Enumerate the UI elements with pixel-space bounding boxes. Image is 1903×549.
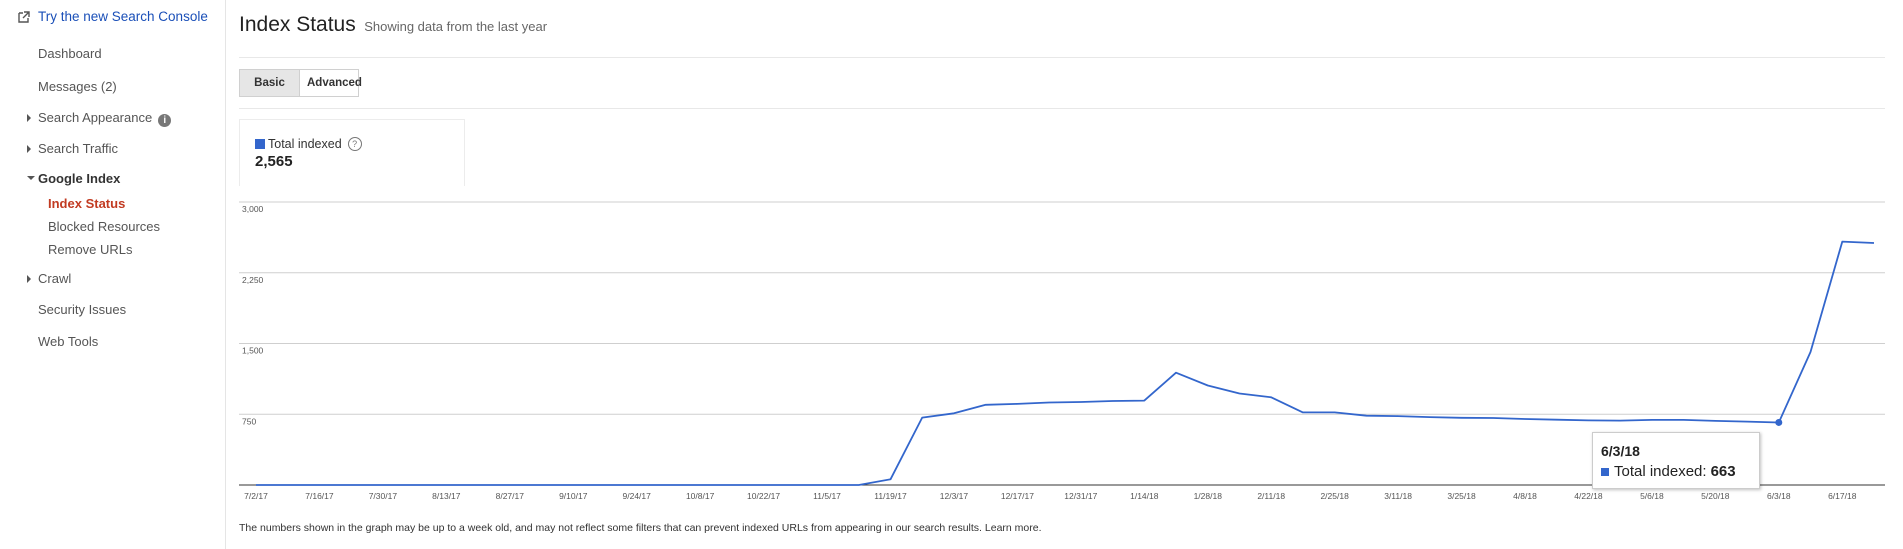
- x-tick-label: 4/22/18: [1574, 491, 1603, 500]
- stat-label-text: Total indexed: [268, 137, 342, 151]
- divider: [239, 57, 1885, 58]
- x-tick-label: 8/13/17: [432, 491, 461, 500]
- tooltip-row: Total indexed: 663: [1601, 463, 1736, 480]
- try-new-console-link[interactable]: Try the new Search Console: [18, 9, 208, 24]
- tab-basic[interactable]: Basic: [239, 69, 299, 97]
- series-line: [256, 240, 1875, 486]
- sidebar-item-search-traffic[interactable]: Search Traffic: [38, 141, 118, 156]
- chart-tooltip: 6/3/18 Total indexed: 663: [1592, 432, 1760, 489]
- sidebar: Try the new Search Console Dashboard Mes…: [0, 0, 226, 549]
- x-tick-label: 3/25/18: [1447, 491, 1476, 500]
- try-link-label[interactable]: Try the new Search Console: [38, 9, 208, 24]
- sidebar-item-dashboard[interactable]: Dashboard: [38, 46, 102, 61]
- x-tick-label: 7/2/17: [244, 491, 268, 500]
- sidebar-item-crawl[interactable]: Crawl: [38, 271, 72, 286]
- index-status-chart[interactable]: 3,000 2,250 1,500 750 7/2/17 7/16/17 7/30/17 8/…: [226, 190, 1903, 500]
- x-tick-label: 12/31/17: [1064, 491, 1097, 500]
- page-title: Index Status: [239, 13, 356, 36]
- main-content: Index Status Showing data from the last …: [226, 0, 1903, 549]
- caret-right-icon[interactable]: [27, 145, 31, 153]
- x-tick-label: 8/27/17: [496, 491, 525, 500]
- page-header: Index Status Showing data from the last …: [239, 13, 547, 37]
- x-tick-label: 9/10/17: [559, 491, 588, 500]
- x-tick-label: 7/30/17: [369, 491, 398, 500]
- highlight-point: [1775, 418, 1783, 426]
- tooltip-swatch: [1601, 467, 1609, 476]
- caret-right-icon[interactable]: [27, 114, 31, 122]
- x-tick-label: 6/17/18: [1828, 491, 1857, 500]
- x-tick-label: 10/8/17: [686, 491, 715, 500]
- stat-box: Total indexed ? 2,565: [239, 119, 465, 186]
- sidebar-item-label[interactable]: Search Appearance: [38, 110, 153, 125]
- help-icon[interactable]: ?: [347, 137, 362, 151]
- sidebar-item-google-index[interactable]: Google Index: [38, 171, 121, 186]
- y-tick-label: 750: [242, 416, 256, 426]
- x-tick-label: 5/6/18: [1640, 491, 1664, 500]
- caret-right-icon[interactable]: [27, 275, 31, 283]
- x-tick-label: 11/5/17: [813, 491, 841, 500]
- x-tick-label: 3/11/18: [1384, 491, 1412, 500]
- sidebar-item-search-appearance[interactable]: Search Appearance i: [38, 110, 172, 127]
- x-tick-label: 7/16/17: [305, 491, 334, 500]
- x-tick-label: 1/14/18: [1130, 491, 1159, 500]
- x-tick-label: 12/17/17: [1001, 491, 1034, 500]
- x-tick-label: 4/8/18: [1513, 491, 1537, 500]
- sidebar-item-web-tools[interactable]: Web Tools: [38, 334, 99, 349]
- x-tick-label: 10/22/17: [747, 491, 780, 500]
- external-link-icon: [18, 10, 30, 23]
- sidebar-item-messages[interactable]: Messages (2): [38, 79, 117, 94]
- y-tick-label: 3,000: [242, 204, 264, 214]
- info-icon[interactable]: i: [158, 114, 172, 127]
- tooltip-date: 6/3/18: [1601, 443, 1640, 459]
- divider: [239, 108, 1885, 109]
- legend-swatch: [255, 139, 265, 149]
- x-tick-label: 6/3/18: [1767, 491, 1791, 500]
- stat-label: Total indexed ?: [255, 137, 362, 151]
- stat-value: 2,565: [255, 153, 293, 170]
- tooltip-label: Total indexed:: [1614, 463, 1707, 480]
- x-tick-label: 1/28/18: [1194, 491, 1223, 500]
- sidebar-subitem-remove-urls[interactable]: Remove URLs: [48, 242, 133, 257]
- tab-advanced[interactable]: Advanced: [299, 69, 362, 97]
- view-tabs: Basic Advanced: [239, 69, 362, 97]
- sidebar-subitem-blocked-resources[interactable]: Blocked Resources: [48, 219, 160, 234]
- x-tick-label: 9/24/17: [623, 491, 652, 500]
- y-tick-label: 2,250: [242, 275, 264, 285]
- tooltip-value: 663: [1710, 463, 1736, 480]
- footnote: The numbers shown in the graph may be up…: [239, 522, 1042, 534]
- sidebar-subitem-index-status[interactable]: Index Status: [48, 196, 126, 211]
- x-tick-label: 12/3/17: [940, 491, 969, 500]
- caret-down-icon[interactable]: [27, 176, 35, 180]
- y-tick-label: 1,500: [242, 346, 264, 356]
- page-subtitle: Showing data from the last year: [364, 19, 548, 34]
- sidebar-item-security-issues[interactable]: Security Issues: [38, 302, 127, 317]
- x-tick-label: 5/20/18: [1701, 491, 1730, 500]
- x-tick-label: 2/25/18: [1320, 491, 1349, 500]
- x-tick-label: 2/11/18: [1257, 491, 1285, 500]
- x-tick-label: 11/19/17: [874, 491, 907, 500]
